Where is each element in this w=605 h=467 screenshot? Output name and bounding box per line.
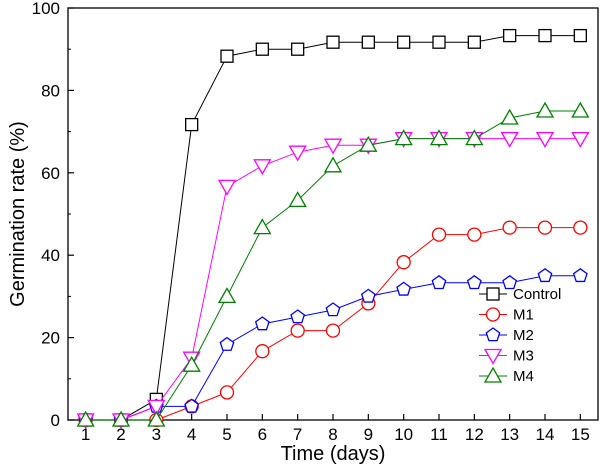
- data-point: [217, 287, 237, 304]
- data-point: [502, 274, 518, 290]
- data-point: [573, 28, 587, 43]
- data-point: [396, 281, 412, 296]
- x-tick-label: 4: [187, 425, 196, 444]
- y-tick-label: 60: [41, 164, 60, 183]
- legend: Control M1 M2 M3 M4: [479, 286, 561, 385]
- data-point: [219, 336, 235, 351]
- data-point: [182, 355, 201, 372]
- data-point: [361, 35, 375, 49]
- data-point: [465, 129, 484, 146]
- data-point: [394, 129, 413, 146]
- data-point: [217, 179, 237, 196]
- data-point: [503, 28, 517, 43]
- x-tick-label: 3: [152, 425, 161, 444]
- data-point: [431, 227, 447, 242]
- y-tick-label: 0: [51, 411, 60, 430]
- x-tick-label: 1: [81, 425, 90, 444]
- data-point: [325, 302, 341, 317]
- data-point: [323, 156, 343, 173]
- y-tick-label: 20: [41, 329, 60, 348]
- y-axis-title: Germination rate (%): [7, 121, 29, 307]
- data-point: [147, 410, 166, 427]
- data-point: [219, 385, 235, 400]
- data-point: [397, 35, 411, 49]
- data-point: [111, 410, 131, 427]
- data-point: [572, 267, 588, 283]
- data-point: [253, 159, 272, 176]
- data-point: [220, 49, 234, 63]
- legend-label: Control: [513, 286, 561, 303]
- x-tick-label: 8: [328, 425, 337, 444]
- data-point: [255, 344, 270, 359]
- data-point: [288, 191, 307, 208]
- data-point: [184, 398, 200, 413]
- data-point: [537, 220, 553, 235]
- data-point: [290, 309, 306, 324]
- series-m4: [76, 101, 590, 427]
- x-tick-label: 11: [430, 425, 448, 444]
- y-tick-label: 80: [41, 81, 60, 100]
- legend-label: M4: [513, 368, 534, 385]
- x-tick-label: 14: [536, 425, 555, 444]
- legend-label: M1: [513, 307, 534, 324]
- plot-area: 1 2 3 4 5 6 7 8 9 10 11 12 13 14 15020406080100Control…: [32, 0, 599, 444]
- data-point: [467, 35, 481, 49]
- legend-marker: [483, 348, 503, 365]
- legend-label: M3: [513, 348, 534, 365]
- legend-label: M2: [513, 327, 534, 344]
- y-tick-label: 100: [32, 0, 60, 18]
- data-point: [429, 129, 449, 146]
- data-point: [288, 145, 307, 162]
- legend-marker: [483, 366, 503, 383]
- data-point: [290, 323, 305, 338]
- x-tick-label: 13: [500, 425, 519, 444]
- data-point: [500, 131, 519, 148]
- data-point: [538, 28, 552, 43]
- x-tick-label: 15: [571, 425, 590, 444]
- x-tick-label: 9: [364, 425, 373, 444]
- data-point: [571, 131, 590, 148]
- data-point: [502, 220, 517, 235]
- data-point: [535, 131, 555, 148]
- x-axis-title: Time (days): [281, 443, 386, 465]
- data-point: [571, 101, 590, 118]
- data-point: [537, 267, 553, 283]
- data-point: [500, 108, 519, 125]
- legend-marker: [486, 287, 500, 301]
- data-point: [432, 35, 446, 49]
- data-point: [535, 101, 555, 118]
- y-tick-label: 40: [41, 246, 60, 265]
- data-point: [326, 35, 340, 49]
- data-point: [323, 138, 343, 155]
- data-point: [573, 220, 588, 235]
- x-tick-label: 10: [394, 425, 413, 444]
- data-point: [147, 399, 166, 416]
- data-point: [254, 316, 270, 331]
- x-tick-label: 5: [222, 425, 231, 444]
- data-point: [359, 135, 378, 152]
- legend-marker: [485, 327, 501, 342]
- x-tick-label: 7: [293, 425, 302, 444]
- data-point: [255, 42, 269, 56]
- data-point: [253, 218, 272, 235]
- data-point: [467, 227, 482, 242]
- data-point: [466, 274, 482, 290]
- data-point: [325, 323, 341, 338]
- data-point: [76, 410, 95, 427]
- data-point: [185, 117, 199, 132]
- data-point: [291, 42, 305, 56]
- data-point: [360, 288, 376, 303]
- data-point: [396, 255, 411, 270]
- data-point: [431, 274, 447, 290]
- x-tick-label: 12: [465, 425, 484, 444]
- x-tick-label: 2: [116, 425, 125, 444]
- x-tick-label: 6: [258, 425, 267, 444]
- legend-marker: [485, 307, 501, 322]
